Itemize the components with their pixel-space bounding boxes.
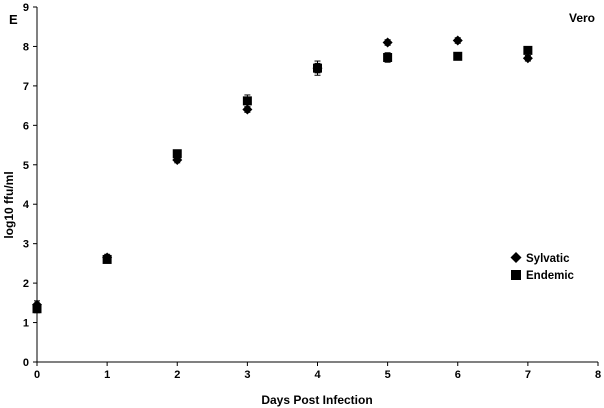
x-tick-label: 3: [244, 369, 250, 381]
point-endemic: [32, 304, 42, 314]
x-tick-label: 6: [455, 369, 461, 381]
x-tick-label: 2: [174, 369, 180, 381]
axes: 0 1 2 3 4 5 6 7 8 9 0 1 2 3 4 5 6 7 8: [23, 2, 601, 381]
point-sylvatic: [382, 37, 393, 48]
legend-label-endemic: Endemic: [526, 270, 575, 282]
x-tick-label: 4: [314, 369, 321, 381]
legend-label-sylvatic: Sylvatic: [526, 253, 570, 265]
point-endemic: [102, 254, 112, 264]
x-tick-label: 1: [104, 369, 110, 381]
point-sylvatic: [452, 35, 463, 46]
point-endemic: [523, 45, 533, 55]
point-endemic: [383, 52, 393, 62]
y-axis-label: log10 ffu/ml: [2, 171, 16, 238]
x-tick-label: 5: [385, 369, 391, 381]
y-tick-label: 3: [23, 239, 29, 251]
y-tick-label: 9: [23, 2, 29, 14]
panel-label: E: [9, 12, 18, 27]
point-endemic: [453, 51, 463, 61]
y-tick-label: 0: [23, 357, 29, 369]
point-endemic: [242, 96, 252, 106]
point-endemic: [313, 63, 322, 73]
y-tick-label: 2: [23, 278, 29, 290]
x-tick-label: 0: [34, 369, 40, 381]
data-marks: [32, 35, 533, 314]
x-tick-label: 7: [525, 369, 531, 381]
x-tick-label: 8: [595, 369, 601, 381]
y-tick-label: 6: [23, 120, 29, 132]
point-endemic: [172, 149, 182, 159]
point-sylvatic: [522, 53, 533, 64]
y-tick-label: 4: [23, 199, 30, 211]
corner-label: Vero: [569, 11, 595, 25]
legend: Sylvatic Endemic: [510, 252, 575, 282]
y-tick-label: 7: [23, 81, 29, 93]
legend-marker-endemic: [511, 270, 521, 280]
y-tick-label: 8: [23, 41, 29, 53]
y-tick-label: 1: [23, 318, 29, 330]
legend-marker-sylvatic: [510, 252, 522, 263]
x-axis-label: Days Post Infection: [261, 393, 372, 407]
y-tick-label: 5: [23, 160, 29, 172]
